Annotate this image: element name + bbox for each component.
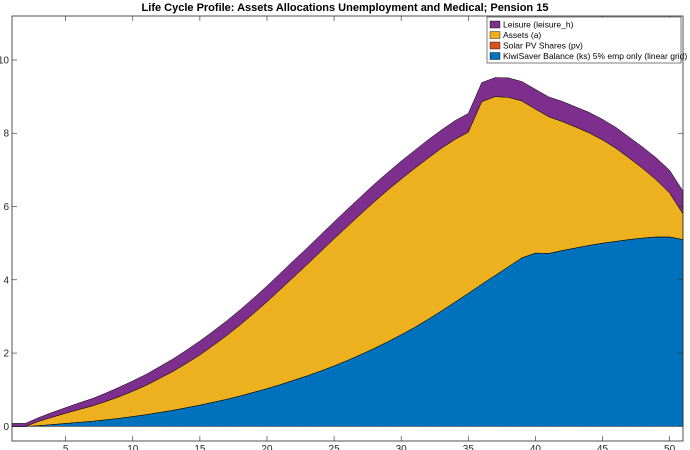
y-tick-label: 2: [3, 349, 9, 360]
y-tick-label: 6: [3, 202, 9, 213]
y-tick-label: 4: [3, 275, 9, 286]
axes-box: [11, 15, 684, 442]
x-tick-label: 50: [664, 444, 676, 450]
x-tick-label: 45: [597, 444, 609, 450]
legend-swatch: [489, 31, 501, 39]
legend-swatch: [489, 20, 501, 29]
y-tick-label: 8: [3, 129, 9, 140]
x-tick-label: 15: [194, 444, 206, 450]
y-tick-label: 10: [0, 55, 9, 66]
x-tick-label: 35: [463, 444, 475, 450]
x-tick-label: 5: [63, 444, 69, 450]
legend-swatch: [489, 52, 501, 60]
legend-swatch: [489, 41, 501, 50]
legend-label: Leisure (leisure_h): [503, 20, 574, 30]
plot-area: 5 10 15 20 25 30 35 40 45 50 0 2 4 6 8 10: [0, 15, 684, 450]
legend-box: [486, 16, 682, 64]
x-tick-label: 30: [396, 444, 408, 450]
legend-label: Solar PV Shares (pv): [503, 41, 583, 51]
x-tick-label: 25: [329, 444, 341, 450]
x-tick-label: 10: [127, 444, 139, 450]
x-tick-label: 20: [261, 444, 273, 450]
chart-title: Life Cycle Profile: Assets Allocations U…: [142, 2, 549, 14]
y-tick-label: 0: [3, 422, 9, 433]
legend-label: Assets (a): [503, 30, 541, 40]
legend: Leisure (leisure_h)Assets (a)Solar PV Sh…: [486, 16, 687, 64]
x-tick-label: 40: [530, 444, 542, 450]
legend-label: KiwiSaver Balance (ks) 5% emp only (line…: [503, 51, 687, 61]
